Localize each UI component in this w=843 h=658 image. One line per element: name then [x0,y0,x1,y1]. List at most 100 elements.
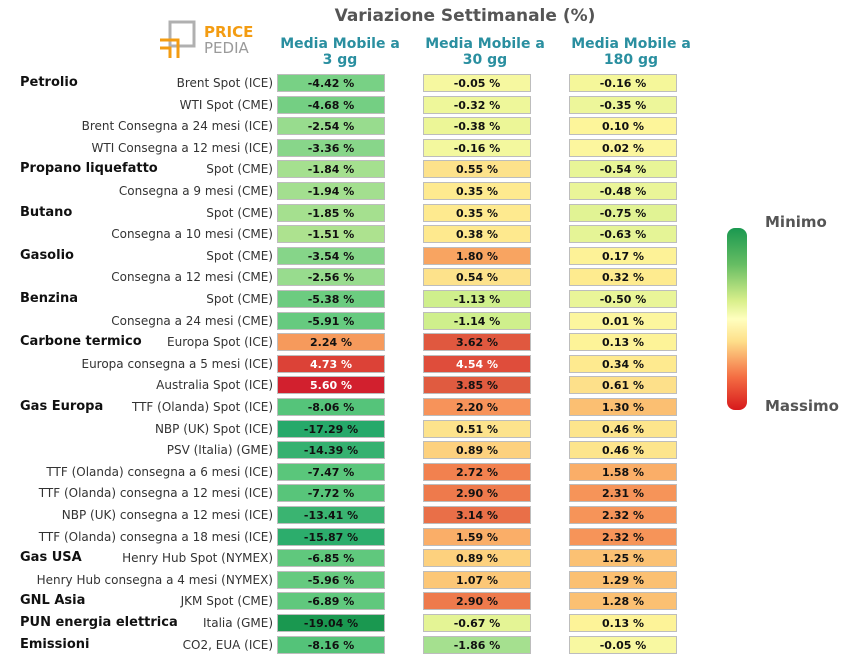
heatmap-cell: -0.05 % [569,635,677,654]
heatmap-cell: 4.54 % [423,354,531,373]
heatmap-cell: 1.25 % [569,549,677,568]
heatmap-cell: 0.17 % [569,246,677,265]
row-label: CO2, EUA (ICE) [182,637,273,652]
heatmap-cell: -7.47 % [277,462,385,481]
heatmap-cell: 5.60 % [277,376,385,395]
heatmap-cell: 0.61 % [569,376,677,395]
group-label: Butano [20,204,73,220]
heatmap-cell: 3.85 % [423,376,531,395]
legend-max-label: Massimo [765,397,839,415]
group-label: Emissioni [20,636,90,652]
row-label: NBP (UK) consegna a 12 mesi (ICE) [61,508,273,522]
row-label: WTI Spot (CME) [179,97,273,112]
row-label: Italia (GME) [202,616,273,630]
group-label: Gasolio [20,247,74,263]
heatmap-cell: 1.30 % [569,398,677,416]
heatmap-cell: -6.85 % [277,549,385,568]
column-header-30gg: Media Mobile a 30 gg [425,36,545,68]
group-label: Petrolio [20,75,78,90]
heatmap-cell: -1.94 % [277,182,385,200]
heatmap-cell: 3.14 % [423,506,531,524]
heatmap-cell: 0.13 % [569,333,677,352]
heatmap-cell: 0.02 % [569,138,677,157]
heatmap-cell: -17.29 % [277,419,385,438]
heatmap-cell: 1.59 % [423,527,531,546]
heatmap-cell: 0.89 % [423,549,531,568]
heatmap-cell: -1.14 % [423,311,531,330]
heatmap-cell: 2.32 % [569,506,677,524]
row-label: Consegna a 10 mesi (CME) [111,227,273,242]
heatmap-cell: 4.73 % [277,354,385,373]
row-label: WTI Consegna a 12 mesi (ICE) [91,140,274,155]
heatmap-cell: -3.54 % [277,246,385,265]
heatmap-cell: -14.39 % [277,441,385,460]
heatmap-cell: -4.42 % [277,74,385,92]
heatmap-cell: 0.32 % [569,268,677,287]
heatmap-cell: 0.13 % [569,614,677,632]
heatmap-cell: -5.38 % [277,290,385,308]
chart-title: Variazione Settimanale (%) [334,6,596,26]
heatmap-cell: -3.36 % [277,138,385,157]
row-label: Brent Consegna a 24 mesi (ICE) [81,119,273,134]
row-label: Australia Spot (ICE) [156,378,273,393]
heatmap-cell: -5.96 % [277,570,385,589]
heatmap-cell: 1.29 % [569,570,677,589]
heatmap-cell: 1.07 % [423,570,531,589]
heatmap-cell: -8.16 % [277,635,385,654]
logo-word-bottom: PEDIA [204,39,249,57]
heatmap-cell: -1.86 % [423,635,531,654]
row-label: Spot (CME) [206,205,273,220]
heatmap-cell: 0.54 % [423,268,531,287]
heatmap-cell: 1.80 % [423,246,531,265]
row-label: Europa consegna a 5 mesi (ICE) [81,356,273,371]
heatmap-cell: -1.51 % [277,225,385,244]
logo-word-top: PRICE [204,23,253,41]
heatmap-cell: -4.68 % [277,95,385,114]
heatmap-cell: 0.10 % [569,117,677,136]
row-label: Consegna a 9 mesi (CME) [118,184,273,198]
row-label: TTF (Olanda) consegna a 18 mesi (ICE) [38,529,273,544]
row-label: Brent Spot (ICE) [176,76,273,90]
heatmap-cell: -0.75 % [569,203,677,222]
heatmap-cell: -0.67 % [423,614,531,632]
heatmap-cell: -0.63 % [569,225,677,244]
heatmap-cell: 0.55 % [423,160,531,179]
row-label: PSV (Italia) (GME) [166,443,273,458]
heatmap-cell: -0.48 % [569,182,677,200]
group-label: Gas USA [20,550,82,566]
group-label: Carbone termico [20,334,142,350]
row-label: NBP (UK) Spot (ICE) [154,421,273,436]
heatmap-cell: -6.89 % [277,592,385,611]
row-label: TTF (Olanda) Spot (ICE) [131,400,273,414]
heatmap-cell: 2.31 % [569,484,677,503]
heatmap-cell: 0.46 % [569,419,677,438]
color-scale-bar [727,228,747,410]
heatmap-cell: 0.35 % [423,182,531,200]
heatmap-cell: 1.58 % [569,462,677,481]
legend-min-label: Minimo [765,213,827,231]
row-label: Spot (CME) [206,292,273,306]
heatmap-cell: -0.35 % [569,95,677,114]
heatmap-cell: -1.84 % [277,160,385,179]
heatmap-cell: 0.46 % [569,441,677,460]
row-label: JKM Spot (CME) [180,594,273,609]
heatmap-cell: -8.06 % [277,398,385,416]
heatmap-cell: -0.32 % [423,95,531,114]
group-label: GNL Asia [20,593,86,609]
heatmap-cell: -7.72 % [277,484,385,503]
heatmap-cell: -0.38 % [423,117,531,136]
row-label: Europa Spot (ICE) [167,335,273,350]
heatmap-cell: 3.62 % [423,333,531,352]
heatmap-cell: 0.89 % [423,441,531,460]
row-label: Spot (CME) [206,162,273,177]
heatmap-cell: 2.72 % [423,462,531,481]
heatmap-cell: -5.91 % [277,311,385,330]
group-label: Propano liquefatto [20,161,158,177]
heatmap-cell: -2.54 % [277,117,385,136]
heatmap-cell: -1.85 % [277,203,385,222]
column-header-180gg: Media Mobile a 180 gg [571,36,691,68]
heatmap-cell: -15.87 % [277,527,385,546]
heatmap-cell: 0.38 % [423,225,531,244]
heatmap-cell: -1.13 % [423,290,531,308]
heatmap-cell: 2.90 % [423,592,531,611]
